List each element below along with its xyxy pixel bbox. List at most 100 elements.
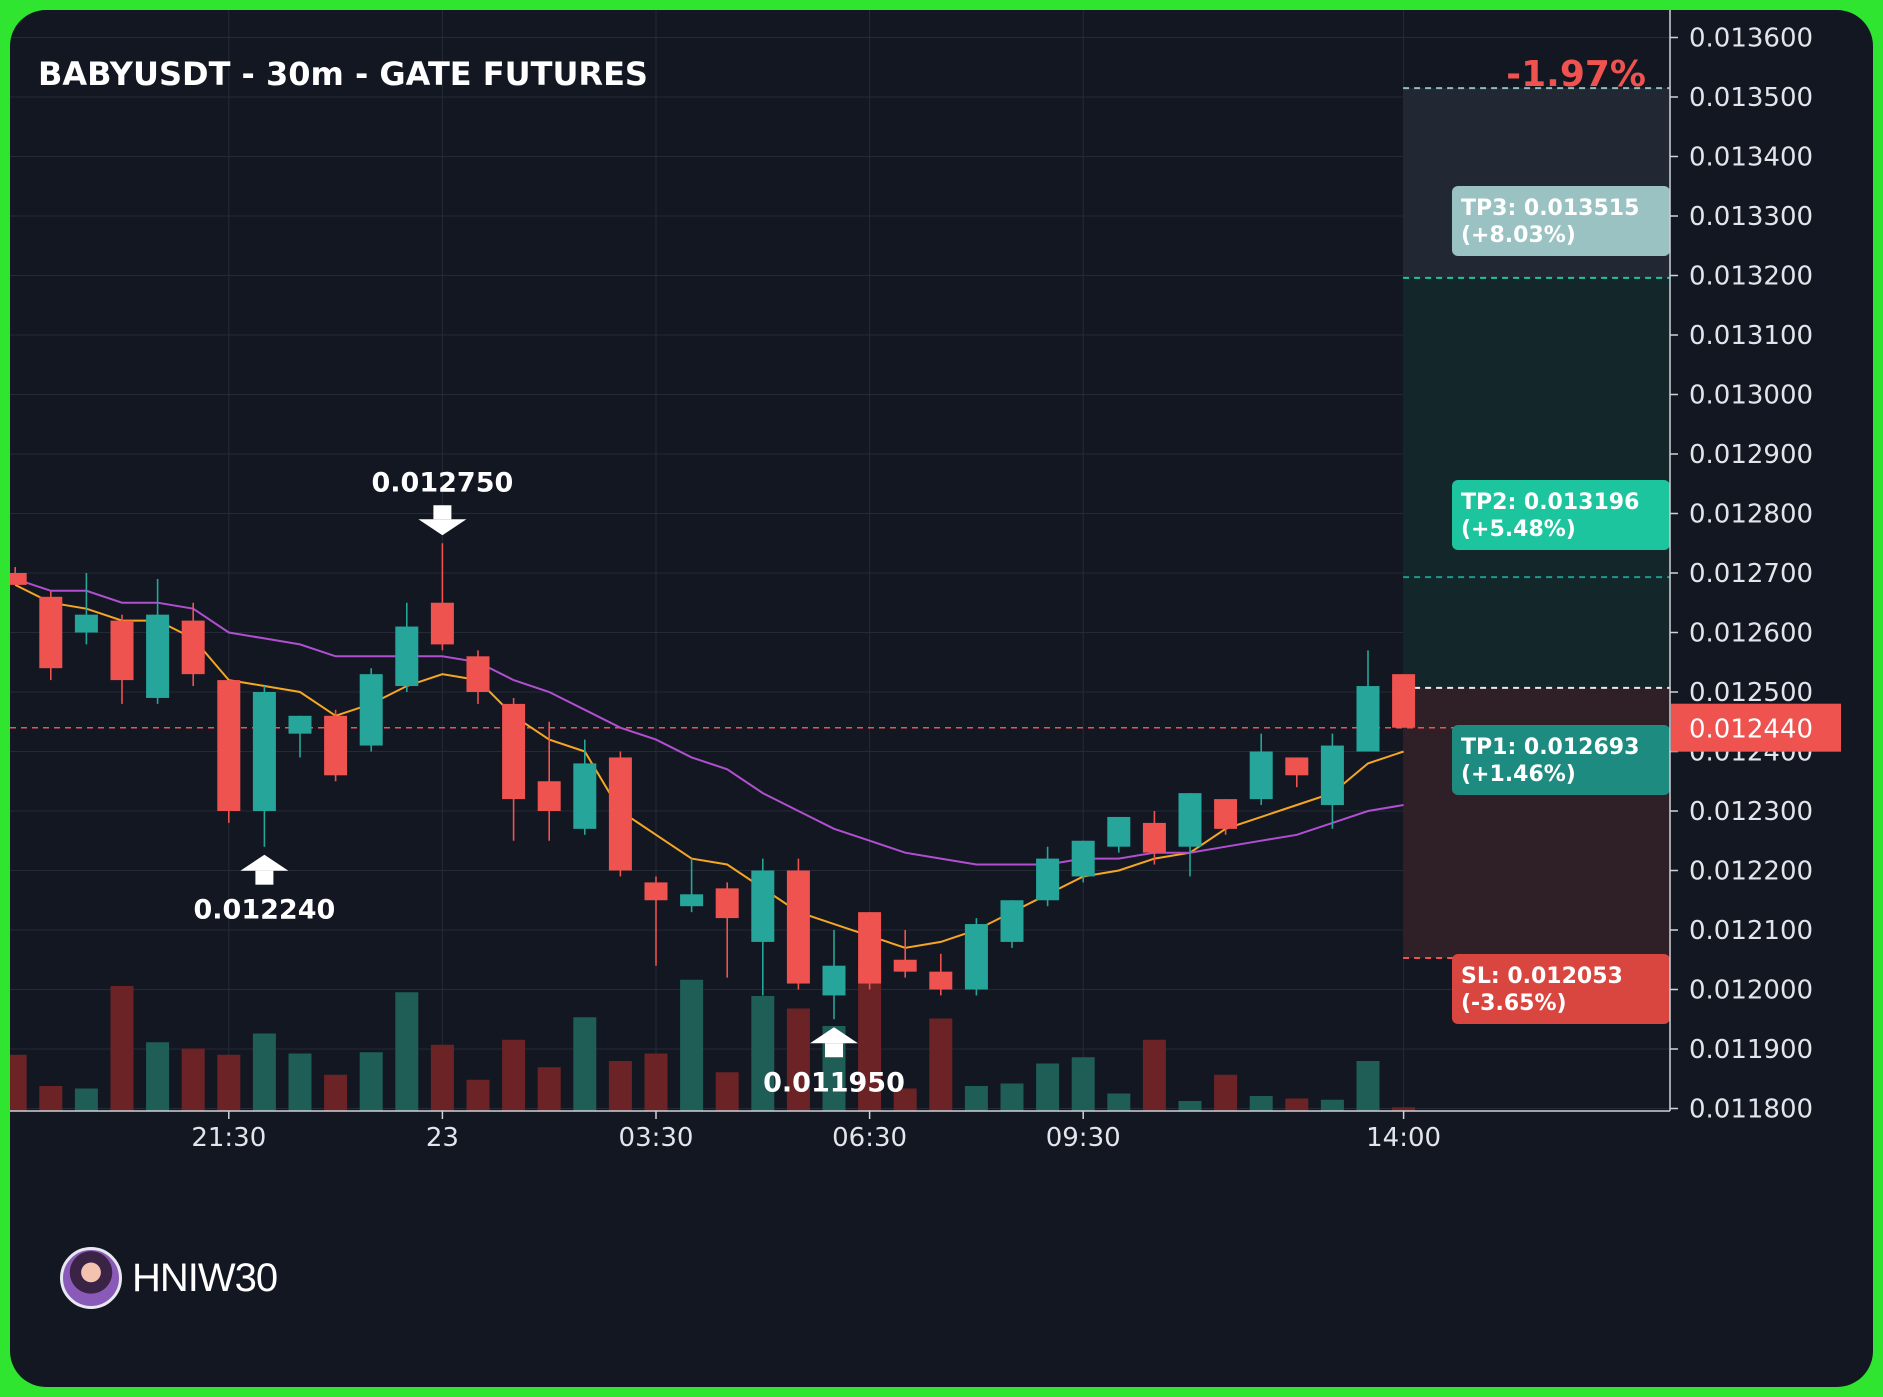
candle[interactable]	[751, 858, 775, 996]
volume-bar	[252, 1033, 276, 1111]
y-tick-label: 0.012500	[1689, 678, 1813, 708]
candle[interactable]	[359, 668, 383, 752]
x-tick-label: 21:30	[191, 1123, 266, 1153]
candle[interactable]	[1285, 757, 1309, 788]
candle[interactable]	[395, 602, 419, 692]
candlestick-chart[interactable]: 0.012750 0.012240 0.011950 TP3: 0.013515(+8…	[10, 10, 1873, 1387]
x-tick-label: 03:30	[619, 1123, 694, 1153]
y-tick-label: 0.013300	[1689, 202, 1813, 232]
candle-body	[1285, 757, 1309, 776]
candle-body	[893, 959, 917, 972]
candle[interactable]	[181, 602, 205, 687]
volume-bar	[1214, 1074, 1238, 1111]
volume-bar	[964, 1086, 988, 1111]
candle[interactable]	[1000, 900, 1024, 948]
y-tick-label: 0.012900	[1689, 440, 1813, 470]
candle[interactable]	[644, 876, 668, 966]
tp2-label-price: TP2: 0.013196	[1461, 490, 1639, 515]
candle[interactable]	[1249, 733, 1273, 806]
volume-bar	[359, 1052, 383, 1111]
volume-bar	[715, 1072, 739, 1111]
candle[interactable]	[822, 930, 846, 1020]
chart-frame: 0.012750 0.012240 0.011950 TP3: 0.013515 (+8…	[10, 10, 1873, 1387]
candle[interactable]	[324, 709, 348, 782]
candle[interactable]	[858, 912, 882, 990]
candle[interactable]	[573, 739, 597, 835]
candle[interactable]	[10, 567, 27, 585]
candle[interactable]	[1142, 811, 1166, 865]
volume-bar	[395, 992, 419, 1111]
candle-body	[1036, 858, 1060, 901]
y-tick-label: 0.012800	[1689, 500, 1813, 530]
volume-bar	[288, 1053, 312, 1111]
current-price-tag	[1671, 703, 1841, 752]
candle[interactable]	[252, 686, 276, 847]
candle-body	[1392, 674, 1416, 728]
candle[interactable]	[715, 882, 739, 978]
candle-body	[929, 971, 953, 990]
candle[interactable]	[1036, 846, 1060, 907]
volume-bar	[430, 1044, 454, 1111]
candle-body	[608, 757, 632, 871]
high-label: 0.012750	[372, 467, 514, 498]
candle[interactable]	[288, 715, 312, 758]
candle[interactable]	[110, 614, 134, 704]
candle[interactable]	[929, 953, 953, 996]
candle[interactable]	[1214, 799, 1238, 835]
volume-bar	[680, 979, 704, 1111]
candle[interactable]	[502, 697, 526, 841]
volume-bar	[146, 1042, 170, 1111]
candle-body	[715, 888, 739, 919]
candle-body	[10, 573, 27, 585]
candle[interactable]	[1071, 840, 1095, 883]
volume-bar	[1178, 1101, 1202, 1111]
candle-body	[858, 912, 882, 984]
candle[interactable]	[1356, 650, 1380, 752]
brand-name: HNIW30	[132, 1255, 278, 1300]
candle[interactable]	[466, 650, 490, 704]
candle[interactable]	[964, 918, 988, 996]
candle[interactable]	[680, 858, 704, 913]
tp2-label-bg	[1452, 480, 1670, 550]
volume-bar	[1320, 1099, 1344, 1111]
y-tick-label: 0.012300	[1689, 797, 1813, 827]
current-price-label: 0.012440	[1689, 715, 1813, 745]
candle-body	[1249, 751, 1273, 800]
candle[interactable]	[786, 858, 810, 990]
candle[interactable]	[146, 578, 170, 704]
y-tick-label: 0.013400	[1689, 143, 1813, 173]
candle[interactable]	[1178, 793, 1202, 877]
tp1-label-price: TP1: 0.012693	[1461, 735, 1639, 760]
candle-body	[537, 781, 561, 811]
y-tick-label: 0.012700	[1689, 559, 1813, 589]
ma-line-2	[14, 577, 1404, 866]
candle-body	[680, 894, 704, 907]
candle[interactable]	[39, 590, 63, 681]
candle[interactable]	[217, 680, 241, 823]
candle-body	[110, 620, 134, 681]
candle[interactable]	[1107, 816, 1131, 853]
y-tick-label: 0.012100	[1689, 916, 1813, 946]
volume-bar	[217, 1054, 241, 1111]
candle-body	[324, 715, 348, 776]
candle-body	[359, 674, 383, 746]
candle[interactable]	[430, 543, 454, 651]
tp1-label-bg	[1452, 725, 1670, 795]
candle[interactable]	[608, 751, 632, 877]
candle[interactable]	[537, 721, 561, 841]
candle[interactable]	[1320, 733, 1344, 829]
sl-label-bg	[1452, 954, 1670, 1024]
arrow-stem	[825, 1043, 843, 1058]
candle[interactable]	[1392, 674, 1416, 728]
candle[interactable]	[74, 573, 98, 645]
low-label: 0.011950	[763, 1067, 905, 1098]
candle[interactable]	[893, 930, 917, 978]
ma-line-1	[14, 584, 1404, 949]
y-tick-label: 0.011800	[1689, 1095, 1813, 1125]
sl-label-price: SL: 0.012053	[1461, 964, 1623, 989]
x-tick-label: 23	[426, 1123, 459, 1153]
tp3-label-pct: (+8.03%)	[1461, 223, 1576, 248]
volume-bar	[893, 1088, 917, 1111]
candle-body	[430, 602, 454, 645]
candle-body	[288, 715, 312, 734]
